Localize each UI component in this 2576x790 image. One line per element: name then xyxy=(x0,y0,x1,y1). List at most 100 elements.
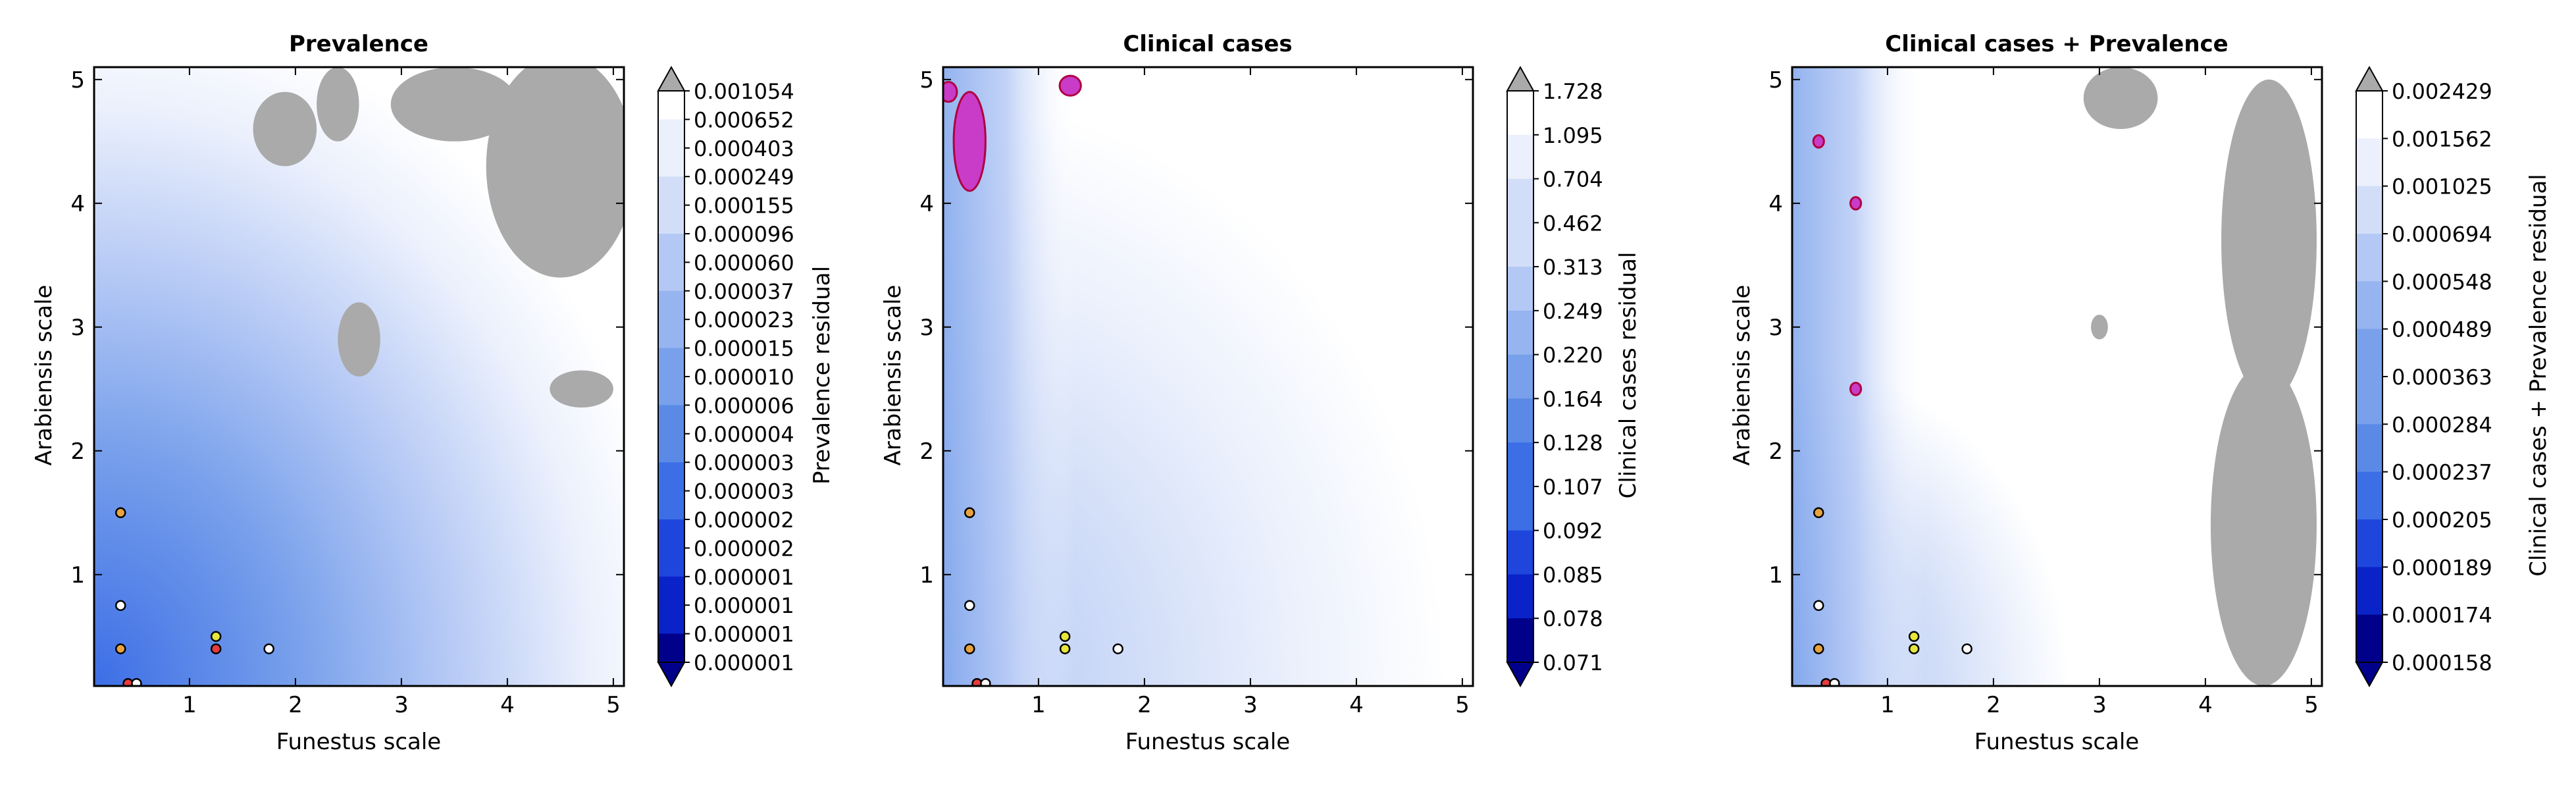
panel-title: Prevalence xyxy=(289,31,428,57)
colorbar-tick-label: 0.000174 xyxy=(2392,603,2492,628)
marker-point xyxy=(1829,677,1840,686)
grey-region xyxy=(2221,79,2317,402)
x-tick-label: 2 xyxy=(1986,692,2001,718)
x-tick-label: 4 xyxy=(1349,692,1364,718)
colorbar-tick-label: 0.078 xyxy=(1543,606,1603,631)
colorbar-tick-label: 0.001562 xyxy=(2392,126,2492,151)
colorbar-tick-label: 0.107 xyxy=(1543,475,1603,500)
axes-frame xyxy=(942,66,1474,687)
colorbar-band xyxy=(1507,574,1533,619)
colorbar-tick-label: 0.000155 xyxy=(694,194,794,219)
colorbar-band xyxy=(1507,134,1533,180)
grey-region xyxy=(2083,67,2158,129)
grey-region xyxy=(338,302,380,377)
marker-point xyxy=(1112,643,1123,654)
colorbar-under-arrow xyxy=(2355,662,2384,688)
y-tick-label: 2 xyxy=(70,438,85,465)
panel-title: Clinical cases xyxy=(1123,31,1292,57)
colorbar-band xyxy=(2356,234,2383,282)
colorbar-under-arrow xyxy=(657,662,686,688)
marker-point xyxy=(115,643,126,654)
colorbar-band xyxy=(658,519,684,548)
colorbar-band xyxy=(658,176,684,206)
colorbar-band xyxy=(1507,267,1533,311)
colorbar-tick-label: 0.000002 xyxy=(694,508,794,533)
colorbar-band xyxy=(658,633,684,663)
marker-point xyxy=(980,677,991,686)
y-axis-label: Arabiensis scale xyxy=(31,285,57,466)
magenta-region xyxy=(1849,381,1863,396)
x-axis-label: Funestus scale xyxy=(276,729,441,755)
colorbar-band xyxy=(1507,310,1533,356)
magenta-region xyxy=(952,91,987,192)
plot-area: 1 2 3 4 5 1 2 3 4 5 xyxy=(70,66,625,718)
marker-point xyxy=(210,631,222,643)
axes-frame xyxy=(1791,66,2323,687)
colorbar-band xyxy=(1507,530,1533,575)
x-tick-label: 1 xyxy=(182,692,197,718)
colorbar-tick-label: 0.000001 xyxy=(694,593,794,618)
contour-field xyxy=(94,67,624,686)
colorbar-tick-label: 0.000403 xyxy=(694,136,794,161)
colorbar-tick-label: 0.000002 xyxy=(694,536,794,561)
colorbar: 0.001054 0.000652 0.000403 0.000249 0.000155… xyxy=(657,65,794,688)
colorbar-tick-label: 0.000096 xyxy=(694,222,794,247)
plot-area: 1 2 3 4 5 1 2 3 4 5 xyxy=(919,66,1474,718)
colorbar-tick-label: 0.000003 xyxy=(694,479,794,504)
colorbar-tick-label: 0.071 xyxy=(1543,650,1603,675)
grey-region xyxy=(253,92,317,167)
x-tick-label: 1 xyxy=(1880,692,1895,718)
y-tick-label: 3 xyxy=(1768,315,1783,341)
colorbar-band xyxy=(2356,281,2383,330)
colorbar-band xyxy=(658,490,684,520)
x-tick-label: 3 xyxy=(2092,692,2107,718)
colorbar-band xyxy=(658,119,684,149)
colorbar-frame xyxy=(1507,90,1534,663)
colorbar-band xyxy=(658,234,684,263)
colorbar-tick-label: 0.000158 xyxy=(2392,650,2492,675)
colorbar-tick-label: 0.000004 xyxy=(694,422,794,447)
colorbar-tick-label: 0.000489 xyxy=(2392,317,2492,342)
marker-point xyxy=(964,507,975,519)
contour-band xyxy=(943,67,1473,686)
colorbar-band xyxy=(2356,614,2383,663)
y-tick-label: 4 xyxy=(919,191,934,217)
colorbar-band xyxy=(658,433,684,463)
colorbar-band xyxy=(658,147,684,177)
colorbar-band xyxy=(658,319,684,349)
colorbar-tick-label: 0.000205 xyxy=(2392,508,2492,533)
grey-region xyxy=(2091,315,2108,340)
colorbar-band xyxy=(1507,354,1533,399)
colorbar-tick-label: 0.000652 xyxy=(694,107,794,132)
colorbar-tick-label: 0.128 xyxy=(1543,431,1603,456)
marker-point xyxy=(115,600,126,612)
marker-point xyxy=(1961,643,1972,654)
colorbar-tick-label: 0.002429 xyxy=(2392,79,2492,104)
colorbar-band xyxy=(2356,186,2383,234)
magenta-region xyxy=(1812,134,1825,149)
contour-field xyxy=(943,67,1473,686)
x-tick-label: 3 xyxy=(1243,692,1258,718)
colorbar-band xyxy=(2356,138,2383,187)
x-tick-label: 4 xyxy=(2198,692,2213,718)
colorbar-tick-label: 0.000006 xyxy=(694,393,794,418)
x-tick-label: 4 xyxy=(500,692,515,718)
colorbar-label: Clinical cases residual xyxy=(1615,252,1641,499)
colorbar-band xyxy=(658,262,684,292)
colorbar-over-arrow xyxy=(657,65,686,92)
colorbar-tick-label: 0.000249 xyxy=(694,165,794,190)
marker-point xyxy=(964,600,975,612)
marker-point xyxy=(1059,643,1071,654)
marker-point xyxy=(1813,643,1824,654)
colorbar-tick-label: 0.092 xyxy=(1543,519,1603,544)
colorbar-tick-label: 0.000548 xyxy=(2392,269,2492,294)
colorbar-band xyxy=(658,377,684,406)
y-tick-label: 3 xyxy=(70,315,85,341)
colorbar-tick-label: 0.000694 xyxy=(2392,222,2492,247)
colorbar-tick-label: 0.000037 xyxy=(694,279,794,304)
magenta-region xyxy=(943,81,958,103)
colorbar-band xyxy=(2356,91,2383,139)
panel-clinical-cases: Clinical cases 1 2 3 4 5 1 2 3 4 5 Funestus scale… xyxy=(880,31,1641,755)
colorbar-band xyxy=(2356,567,2383,616)
panel-title: Clinical cases + Prevalence xyxy=(1885,31,2228,57)
